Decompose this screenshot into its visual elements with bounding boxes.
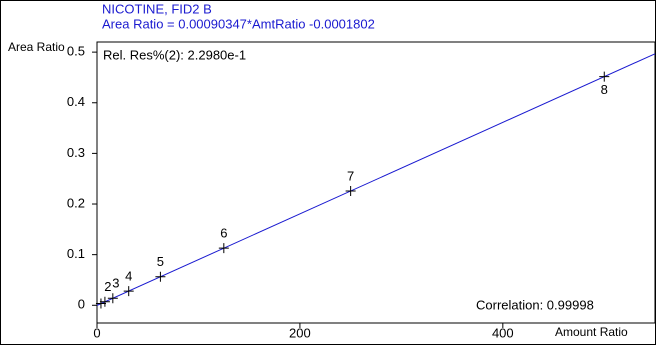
point — [218, 243, 229, 254]
point-label: 8 — [601, 82, 608, 97]
x-axis-label: Amount Ratio — [555, 325, 628, 339]
y-tick-label: 0 — [78, 297, 85, 312]
fit-line — [96, 53, 656, 306]
plot-frame — [96, 41, 656, 324]
annotation: Correlation: 0.99998 — [476, 297, 594, 312]
y-tick-label: 0.1 — [67, 246, 85, 261]
point — [599, 71, 610, 82]
point — [345, 186, 356, 197]
annotation: Rel. Res%(2): 2.2980e-1 — [103, 47, 246, 62]
point-label: 4 — [125, 269, 132, 284]
point — [123, 286, 134, 297]
point — [99, 296, 110, 307]
point-label: 7 — [347, 168, 354, 183]
point-label: 5 — [157, 254, 164, 269]
point — [155, 271, 166, 282]
y-tick-label: 0.2 — [67, 195, 85, 210]
x-tick-label: 400 — [492, 325, 514, 340]
y-tick-label: 0.5 — [67, 44, 85, 59]
x-tick-label: 0 — [93, 325, 100, 340]
y-tick-label: 0.4 — [67, 94, 85, 109]
point-label: 3 — [112, 276, 119, 291]
point — [107, 293, 118, 304]
point-label: 2 — [104, 279, 111, 294]
x-tick-label: 200 — [289, 325, 311, 340]
point — [95, 298, 106, 309]
y-tick-label: 0.3 — [67, 145, 85, 160]
chart-subtitle: Area Ratio = 0.00090347*AmtRatio -0.0001… — [102, 16, 375, 31]
point-label: 6 — [220, 226, 227, 241]
y-axis-label: Area Ratio — [8, 40, 65, 54]
chart-title: NICOTINE, FID2 B — [102, 1, 212, 16]
